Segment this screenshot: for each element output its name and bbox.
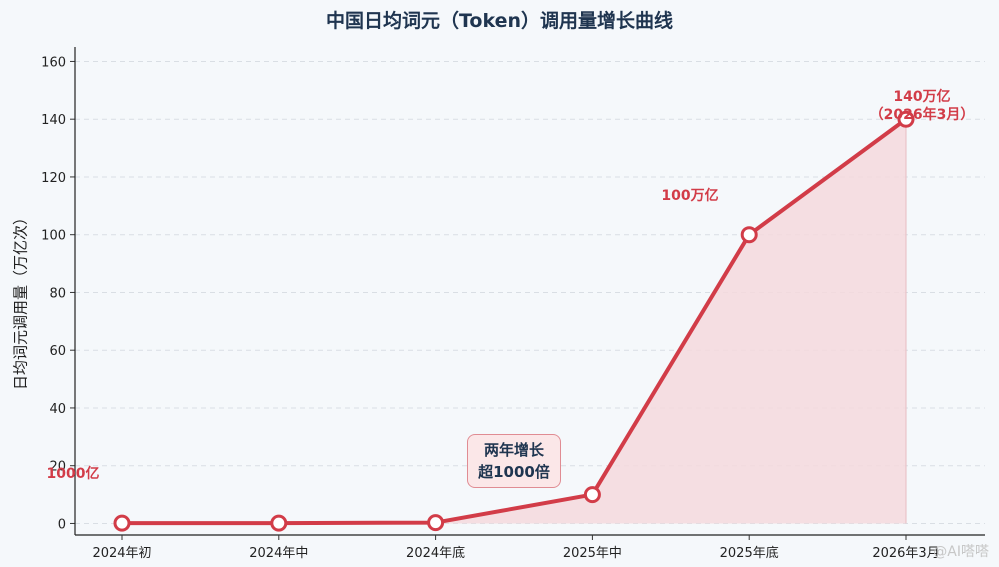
- y-tick-label: 40: [49, 402, 66, 417]
- x-tick-label: 2024年初: [92, 546, 151, 561]
- annotation-peak-date: （2026年3月）: [870, 106, 975, 123]
- y-tick-label: 140: [41, 113, 66, 128]
- callout-line-2: 超1000倍: [478, 463, 550, 481]
- annotation-2025-end: 100万亿: [661, 187, 718, 204]
- growth-callout: 两年增长 超1000倍: [467, 434, 561, 488]
- y-tick-label: 60: [49, 344, 66, 359]
- x-tick-label: 2026年3月: [872, 546, 939, 561]
- y-tick-label: 0: [58, 517, 66, 532]
- x-tick-label: 2024年中: [249, 546, 308, 561]
- y-tick-label: 80: [49, 286, 66, 301]
- data-point: [113, 514, 131, 532]
- callout-line-1: 两年增长: [483, 441, 544, 459]
- data-point: [427, 514, 445, 532]
- data-point: [897, 110, 915, 128]
- data-point: [270, 514, 288, 532]
- x-tick-label: 2025年底: [720, 545, 779, 561]
- area-fill: [122, 119, 906, 524]
- chart-title: 中国日均词元（Token）调用量增长曲线: [325, 10, 674, 32]
- annotation-peak-value: 140万亿: [893, 88, 950, 105]
- y-tick-label: 120: [41, 171, 66, 186]
- data-point: [740, 226, 758, 244]
- x-tick-label: 2024年底: [406, 545, 465, 561]
- y-tick-label: 100: [41, 229, 66, 244]
- y-tick-label: 160: [41, 55, 66, 70]
- y-tick-label: 20: [49, 460, 66, 475]
- watermark: @AI嗒嗒: [933, 544, 989, 560]
- series-line: [122, 117, 908, 526]
- data-point: [583, 486, 601, 504]
- annotation-start: 1000亿: [47, 465, 100, 482]
- x-tick-label: 2025年中: [563, 546, 622, 561]
